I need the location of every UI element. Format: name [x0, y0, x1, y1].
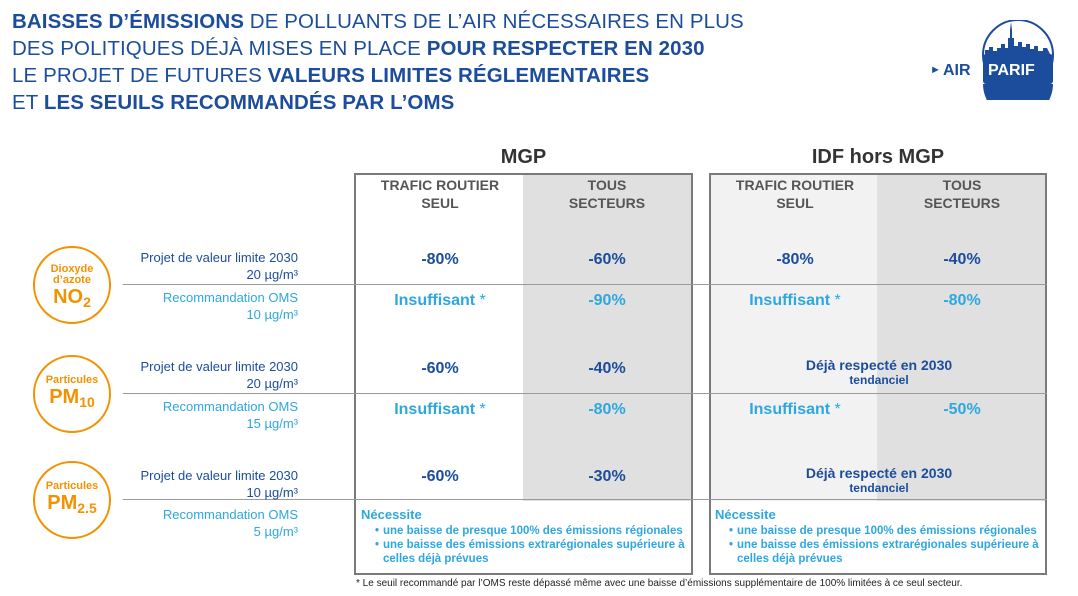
value-pm10-mgp-limit-all: -40% — [588, 360, 626, 377]
value-pm10-idf-deja-respecte: Déjà respecté en 2030 tendanciel — [805, 357, 953, 388]
region-title-mgp: MGP — [500, 146, 547, 168]
logo-text-parif: PARIF — [988, 62, 1035, 79]
value-no2-mgp-limit-all: -60% — [588, 251, 626, 268]
panel-mgp — [354, 173, 693, 575]
value-no2-mgp-limit-road: -80% — [421, 251, 459, 268]
necessite-note-idf: Nécessite une baisse de presque 100% des… — [715, 508, 1045, 566]
limit-label-no2: Projet de valeur limite 2030 20 µg/m³ — [140, 250, 298, 282]
footnote: * Le seuil recommandé par l’OMS reste dé… — [356, 578, 963, 589]
value-pm10-idf-oms-all: -50% — [943, 401, 981, 418]
necessite-item: une baisse de presque 100% des émissions… — [729, 524, 1045, 538]
value-no2-idf-limit-all: -40% — [943, 251, 981, 268]
oms-label-pm25: Recommandation OMS 5 µg/m³ — [162, 507, 298, 539]
necessite-item: une baisse des émissions extrarégionales… — [375, 538, 691, 566]
value-pm25-idf-deja-respecte: Déjà respecté en 2030 tendanciel — [805, 465, 953, 496]
limit-label-pm10: Projet de valeur limite 2030 20 µg/m³ — [140, 359, 298, 391]
region-title-idf: IDF hors MGP — [811, 146, 945, 168]
logo-text-air: AIR — [943, 62, 971, 79]
necessite-item: une baisse des émissions extrarégionales… — [729, 538, 1045, 566]
oms-label-pm10: Recommandation OMS 15 µg/m³ — [162, 399, 298, 431]
oms-label-no2: Recommandation OMS 10 µg/m³ — [162, 290, 298, 322]
column-background-trafic-routier — [711, 175, 879, 501]
value-no2-idf-oms-road: Insuffisant * — [749, 292, 841, 309]
column-background-tous-secteurs — [523, 175, 691, 501]
necessite-item: une baisse de presque 100% des émissions… — [375, 524, 691, 538]
pollutant-badge-no2: Dioxyde d’azote NO2 — [33, 246, 111, 324]
value-pm10-mgp-oms-all: -80% — [588, 401, 626, 418]
airparif-logo: ► AIR PARIF — [925, 19, 1065, 119]
limit-label-pm25: Projet de valeur limite 2030 10 µg/m³ — [140, 468, 298, 500]
column-header-trafic-idf: TRAFIC ROUTIER SEUL — [735, 177, 855, 211]
necessite-note-mgp: Nécessite une baisse de presque 100% des… — [361, 508, 691, 566]
row-divider-pm10 — [123, 393, 1047, 394]
column-header-tous-mgp: TOUS SECTEURS — [568, 177, 646, 211]
value-no2-idf-limit-road: -80% — [776, 251, 814, 268]
value-no2-mgp-oms-all: -90% — [588, 292, 626, 309]
pollutant-badge-pm25: Particules PM2.5 — [33, 461, 111, 539]
column-header-trafic-mgp: TRAFIC ROUTIER SEUL — [380, 177, 500, 211]
panel-idf — [709, 173, 1047, 575]
page-title: BAISSES D’ÉMISSIONS DE POLLUANTS DE L’AI… — [12, 10, 744, 114]
pollutant-badge-pm10: Particules PM10 — [33, 355, 111, 433]
value-no2-mgp-oms-road: Insuffisant * — [394, 292, 486, 309]
value-pm25-mgp-limit-road: -60% — [421, 468, 459, 485]
column-header-tous-idf: TOUS SECTEURS — [923, 177, 1001, 211]
value-pm25-mgp-limit-all: -30% — [588, 468, 626, 485]
row-divider-no2 — [123, 284, 1047, 285]
value-pm10-mgp-limit-road: -60% — [421, 360, 459, 377]
value-pm10-idf-oms-road: Insuffisant * — [749, 401, 841, 418]
value-no2-idf-oms-all: -80% — [943, 292, 981, 309]
row-divider-pm25 — [123, 499, 1047, 500]
value-pm10-mgp-oms-road: Insuffisant * — [394, 401, 486, 418]
logo-arrow-icon: ► — [930, 64, 941, 76]
column-background-tous-secteurs — [877, 175, 1045, 501]
